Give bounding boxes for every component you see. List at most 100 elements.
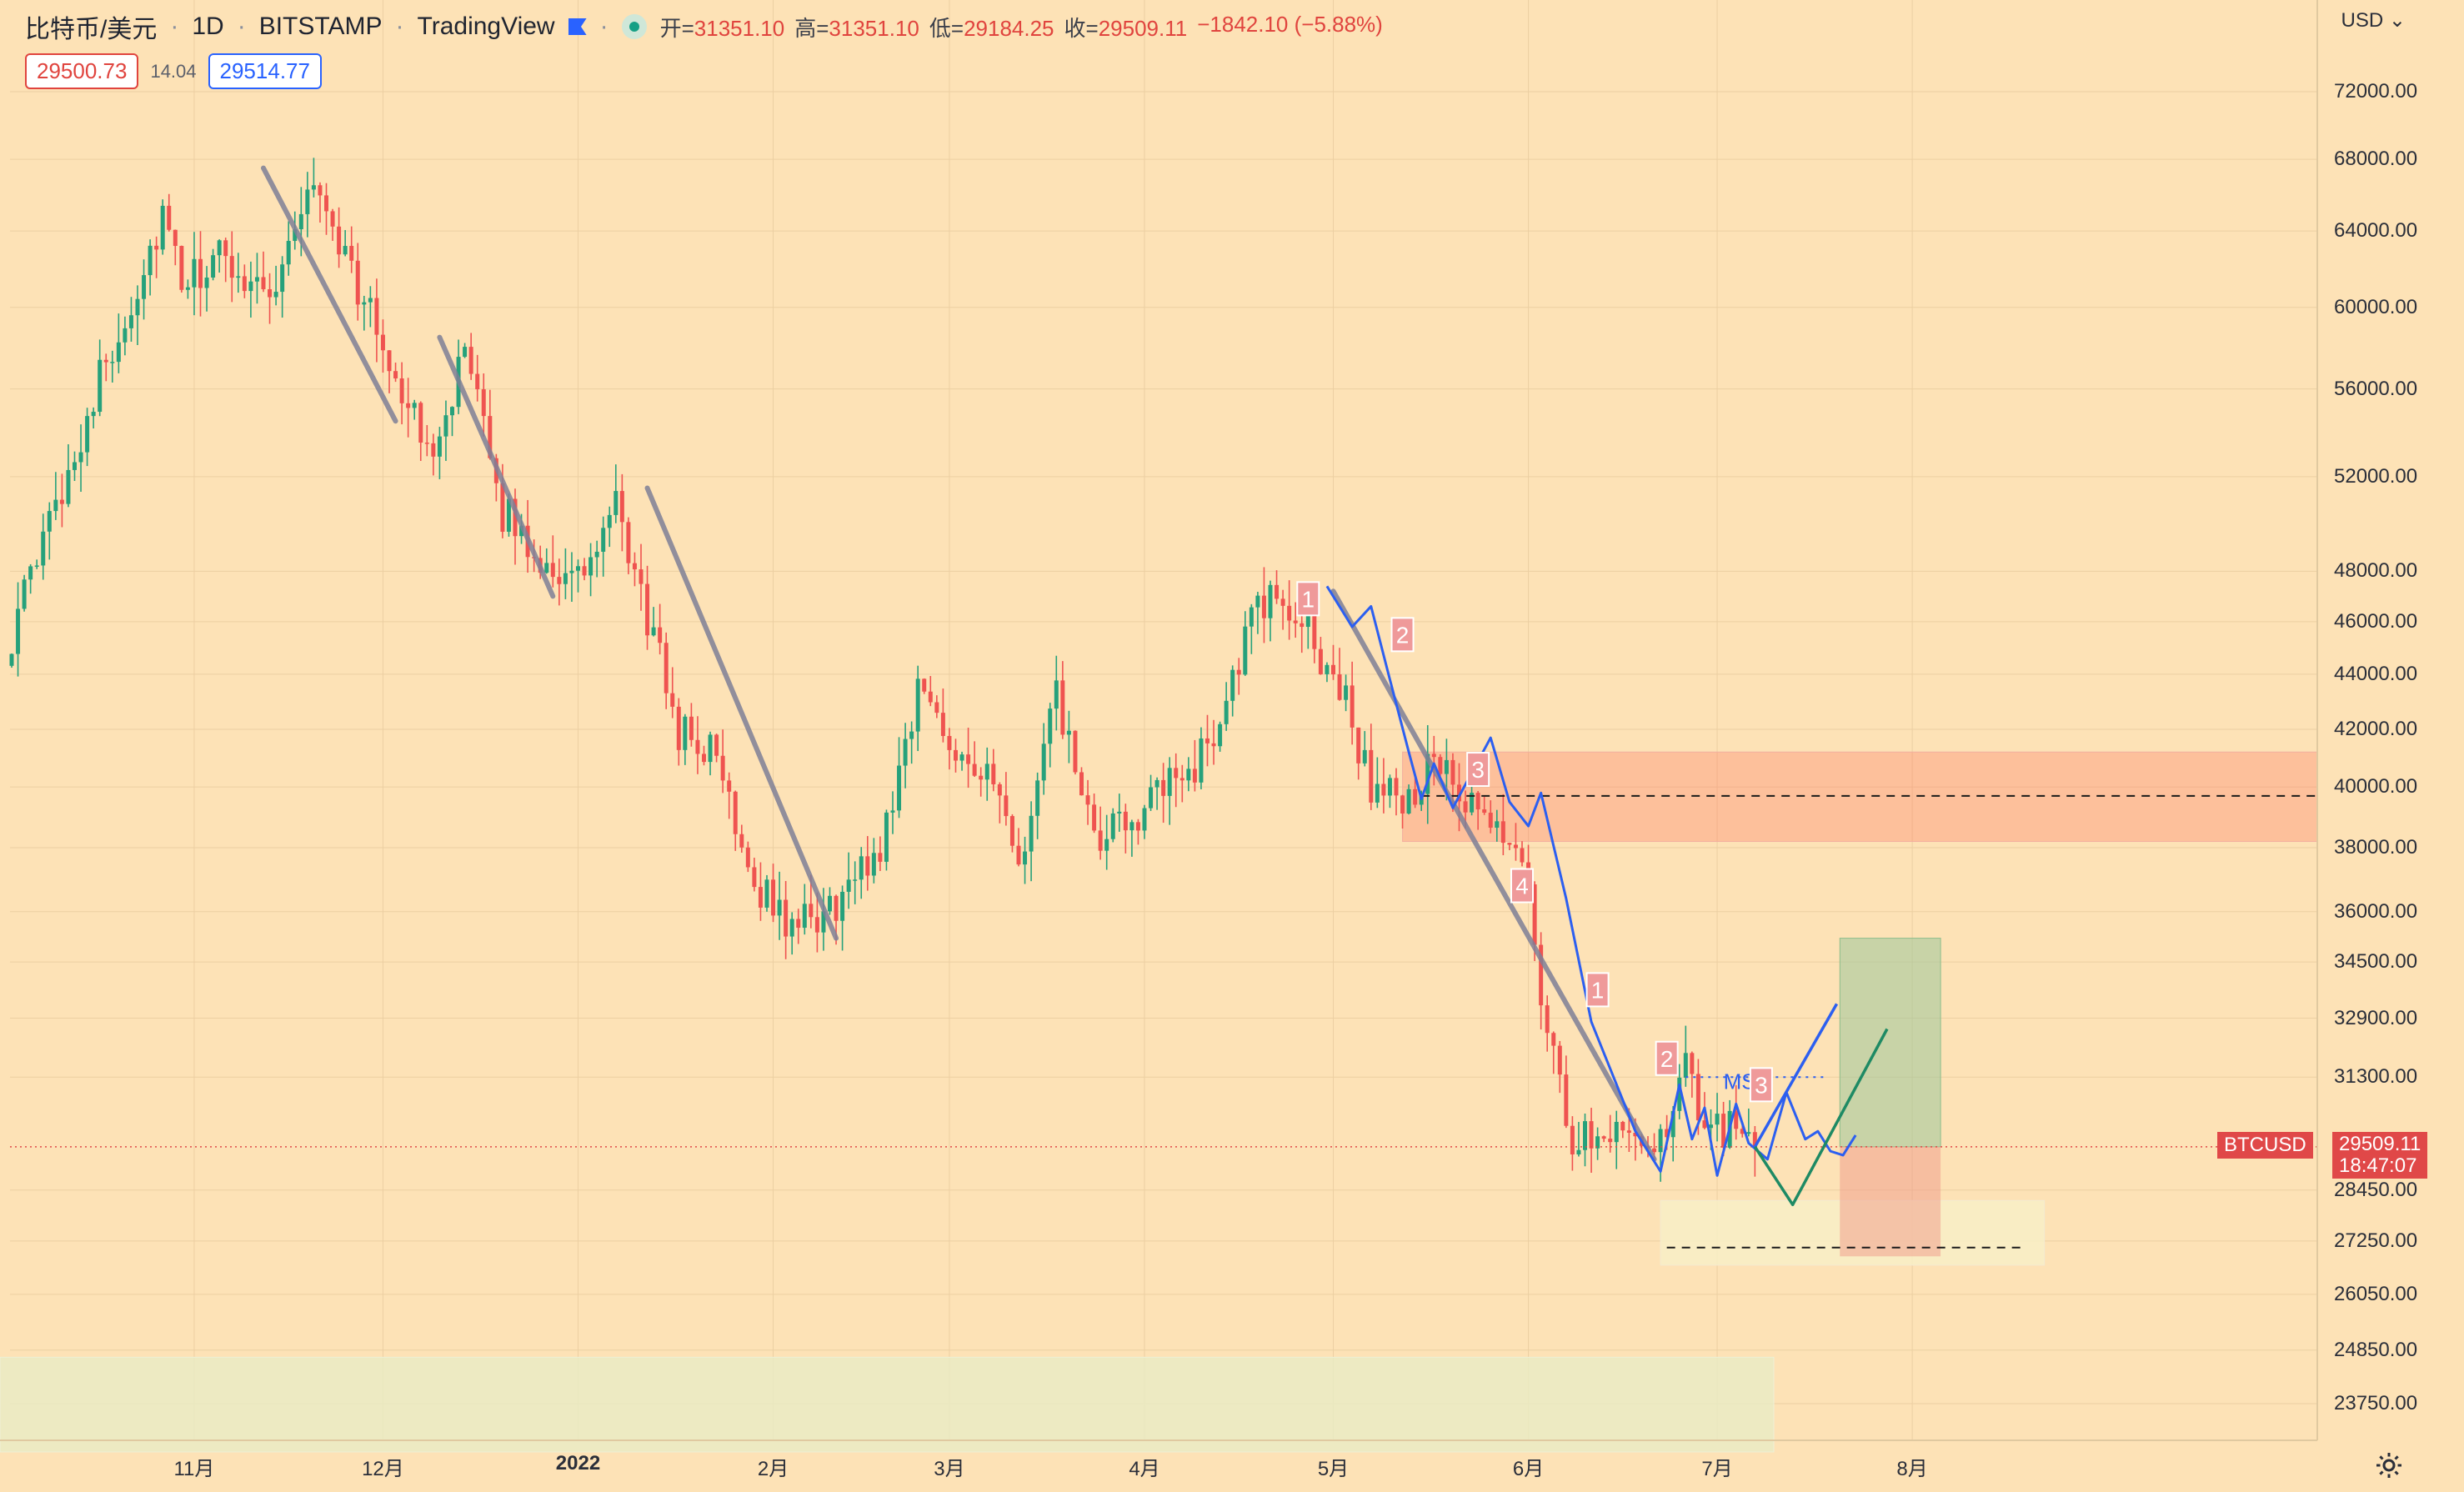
wave-line: [1325, 585, 1857, 1177]
candle-body: [1331, 664, 1335, 675]
candle-body: [1620, 1121, 1625, 1131]
candle-body: [1475, 793, 1480, 810]
y-tick-label: 60000.00: [2334, 295, 2418, 318]
candle-body: [1167, 768, 1172, 796]
candle-body: [1652, 1148, 1657, 1153]
low-value: 29184.25: [964, 15, 1054, 41]
candle-body: [1073, 730, 1078, 773]
currency-selector[interactable]: USD ⌄: [2341, 8, 2406, 33]
candle-body: [223, 240, 228, 257]
candle-body: [229, 256, 234, 278]
candle-body: [324, 195, 328, 212]
candle-body: [865, 856, 870, 876]
trend-line: [261, 165, 398, 424]
candle-body: [1495, 821, 1500, 829]
candle-body: [834, 895, 839, 921]
candle-body: [1009, 816, 1014, 846]
candle-body: [897, 765, 902, 811]
last-price-value: 29509.11: [2339, 1133, 2421, 1155]
candle-body: [1154, 779, 1159, 788]
candle-body: [607, 514, 612, 528]
y-tick-label: 42000.00: [2334, 717, 2418, 740]
candle-body: [468, 347, 473, 374]
candle-body: [1199, 738, 1204, 783]
candle-body: [582, 566, 587, 576]
candle-body: [947, 735, 952, 750]
candle-body: [374, 298, 379, 335]
candle-body: [1740, 1129, 1745, 1134]
candle-body: [128, 315, 133, 328]
candle-body: [1337, 674, 1342, 700]
candle-body: [185, 287, 190, 290]
x-tick-label: 11月: [173, 1458, 215, 1480]
candle-body: [1268, 584, 1273, 618]
candle-body: [1406, 789, 1411, 814]
candle-body: [1702, 1120, 1707, 1129]
candle-body: [733, 791, 738, 834]
supply-zone: [1402, 751, 2318, 843]
candle-body: [979, 775, 984, 780]
wave-label: 4: [1515, 874, 1529, 899]
x-tick-label: 7月: [1701, 1458, 1733, 1480]
candle-body: [34, 565, 39, 567]
candle-body: [1280, 598, 1285, 606]
candle-body: [1413, 789, 1418, 805]
exchange-label: BITSTAMP: [258, 13, 383, 40]
wave-label: 1: [1591, 977, 1605, 1003]
trend-line: [644, 485, 839, 941]
candle-body: [399, 378, 404, 403]
candle-body: [217, 240, 222, 256]
candle-body: [601, 528, 606, 552]
candle-body: [576, 566, 580, 571]
candle-body: [645, 583, 650, 636]
y-tick-label: 31300.00: [2334, 1065, 2418, 1089]
candle-body: [236, 276, 241, 278]
sell-button[interactable]: 29500.73: [25, 53, 139, 89]
symbol-name[interactable]: 比特币/美元: [25, 16, 158, 43]
candle-body: [305, 189, 310, 214]
candle-body: [922, 678, 927, 692]
interval-label[interactable]: 1D: [192, 13, 224, 40]
candle-body: [1746, 1132, 1751, 1134]
candle-body: [1557, 1045, 1562, 1075]
candle-body: [991, 764, 996, 784]
candle-body: [280, 264, 285, 293]
candle-body: [626, 522, 631, 563]
candle-body: [78, 452, 83, 463]
candle-body: [1626, 1130, 1631, 1133]
candle-body: [764, 879, 769, 908]
chevron-down-icon: ⌄: [2388, 9, 2406, 32]
candle-body: [632, 563, 637, 570]
candle-body: [1174, 768, 1179, 779]
candle-body: [814, 917, 819, 933]
ohlc-values: 开=31351.10 高=31351.10 低=29184.25 收=29509…: [660, 12, 1383, 43]
y-tick-label: 44000.00: [2334, 662, 2418, 685]
flag-icon[interactable]: [568, 18, 587, 35]
y-tick-label: 28450.00: [2334, 1178, 2418, 1201]
candle-body: [1658, 1129, 1663, 1153]
candle-body: [1734, 1110, 1739, 1129]
position-profit-zone: [1839, 938, 1941, 1148]
candle-body: [192, 258, 197, 288]
countdown-value: 18:47:07: [2339, 1154, 2417, 1177]
candle-body: [1211, 743, 1216, 747]
candle-body: [940, 713, 945, 736]
open-label: 开=: [659, 15, 694, 41]
candle-body: [1507, 843, 1512, 845]
candle-body: [1035, 780, 1040, 816]
candle-body: [1532, 884, 1537, 945]
candle-body: [59, 499, 64, 504]
candle-body: [1589, 1121, 1594, 1149]
buy-button[interactable]: 29514.77: [208, 53, 322, 89]
candle-body: [1444, 759, 1449, 774]
candle-body: [173, 229, 178, 247]
candle-body: [1350, 685, 1355, 728]
y-tick-label: 36000.00: [2334, 899, 2418, 923]
candle-body: [9, 653, 14, 666]
candle-body: [1004, 795, 1009, 817]
wave-label-box: [1655, 1040, 1679, 1076]
gear-icon[interactable]: [2374, 1450, 2404, 1480]
candle-body: [1243, 626, 1248, 675]
candle-body: [828, 895, 832, 912]
